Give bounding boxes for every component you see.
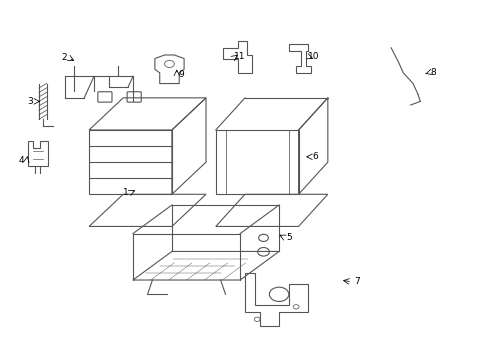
Text: 4: 4 — [19, 156, 24, 165]
Text: 8: 8 — [431, 68, 437, 77]
Text: 1: 1 — [123, 188, 128, 197]
Text: 2: 2 — [61, 53, 67, 62]
Text: 10: 10 — [307, 52, 319, 61]
Text: 7: 7 — [354, 277, 360, 286]
Text: 6: 6 — [313, 152, 318, 161]
Text: 11: 11 — [234, 52, 246, 61]
Text: 3: 3 — [28, 97, 33, 106]
Text: 5: 5 — [286, 233, 292, 242]
Text: 9: 9 — [179, 70, 185, 79]
